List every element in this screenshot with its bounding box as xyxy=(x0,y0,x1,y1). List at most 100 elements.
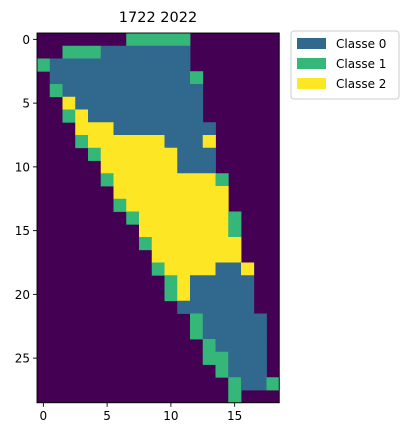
heatmap-cell xyxy=(151,109,165,123)
heatmap-cell xyxy=(113,198,127,212)
heatmap-cell xyxy=(113,186,127,200)
heatmap-cell xyxy=(75,84,89,98)
heatmap-cell xyxy=(241,339,255,353)
heatmap-cell xyxy=(62,109,76,123)
heatmap-cell xyxy=(228,339,242,353)
heatmap-cell xyxy=(190,84,204,98)
heatmap-cell xyxy=(139,186,153,200)
heatmap-cell xyxy=(266,377,280,391)
heatmap-cell xyxy=(88,45,102,59)
heatmap-cell xyxy=(177,249,191,263)
heatmap-cell xyxy=(126,147,140,161)
heatmap-cell xyxy=(113,160,127,174)
chart-title: 1722 2022 xyxy=(119,10,197,26)
heatmap-cell xyxy=(139,84,153,98)
plot-frame xyxy=(36,32,280,404)
heatmap-cell xyxy=(228,313,242,327)
heatmap-cell xyxy=(202,122,216,136)
heatmap-cell xyxy=(228,224,242,238)
heatmap-cell xyxy=(190,135,204,149)
heatmap-cell xyxy=(139,71,153,85)
heatmap-cell xyxy=(177,198,191,212)
heatmap-cell xyxy=(177,135,191,149)
heatmap-cell xyxy=(177,160,191,174)
heatmap-cell xyxy=(253,326,267,340)
heatmap-cell xyxy=(202,262,216,276)
heatmap-cell xyxy=(113,84,127,98)
heatmap-cell xyxy=(190,224,204,238)
plot-area xyxy=(37,33,280,404)
heatmap-cell xyxy=(228,249,242,263)
heatmap-cell xyxy=(139,160,153,174)
heatmap-cell xyxy=(164,275,178,289)
heatmap-cell xyxy=(177,122,191,136)
heatmap-cell xyxy=(190,109,204,123)
heatmap-cell xyxy=(164,96,178,110)
heatmap-cell xyxy=(202,186,216,200)
x-tick-label: 10 xyxy=(163,409,178,423)
heatmap-cell xyxy=(253,339,267,353)
heatmap-cell xyxy=(151,96,165,110)
heatmap-cell xyxy=(228,326,242,340)
heatmap-cell xyxy=(164,262,178,276)
heatmap-cell xyxy=(88,84,102,98)
heatmap-cell xyxy=(202,147,216,161)
heatmap-cell xyxy=(139,122,153,136)
heatmap-cell xyxy=(151,45,165,59)
heatmap-cell xyxy=(151,186,165,200)
heatmap-cell xyxy=(113,58,127,72)
heatmap-cell xyxy=(151,249,165,263)
heatmap-cell xyxy=(88,147,102,161)
heatmap-cell xyxy=(215,288,229,302)
heatmap-cell xyxy=(164,147,178,161)
heatmap-cell xyxy=(241,288,255,302)
heatmap-cell xyxy=(228,211,242,225)
heatmap-cell xyxy=(190,198,204,212)
heatmap-cell xyxy=(113,45,127,59)
heatmap-cell xyxy=(100,173,114,187)
heatmap-cell xyxy=(126,96,140,110)
heatmap-cell xyxy=(126,173,140,187)
heatmap-cell xyxy=(151,33,165,47)
heatmap-cell xyxy=(177,211,191,225)
heatmap-cell xyxy=(113,135,127,149)
heatmap-cell xyxy=(202,160,216,174)
heatmap-cell xyxy=(164,211,178,225)
heatmap-cell xyxy=(100,71,114,85)
heatmap-cell xyxy=(190,326,204,340)
heatmap-cell xyxy=(126,211,140,225)
heatmap-cell xyxy=(151,211,165,225)
heatmap-cell xyxy=(62,84,76,98)
y-tick-label: 25 xyxy=(15,352,30,366)
heatmap-cell xyxy=(151,135,165,149)
heatmap-cell xyxy=(151,71,165,85)
heatmap-cell xyxy=(215,211,229,225)
heatmap-cell xyxy=(202,249,216,263)
heatmap-cell xyxy=(126,84,140,98)
heatmap-cell xyxy=(177,45,191,59)
y-tick-label: 10 xyxy=(15,160,30,174)
heatmap-cell xyxy=(139,109,153,123)
heatmap-cell xyxy=(190,249,204,263)
heatmap-cell xyxy=(202,300,216,314)
heatmap-cell xyxy=(228,300,242,314)
heatmap-cell xyxy=(202,288,216,302)
heatmap-cell xyxy=(62,58,76,72)
heatmap-cell xyxy=(164,249,178,263)
heatmap-cell xyxy=(190,96,204,110)
heatmap-cell xyxy=(177,237,191,251)
heatmap-cell xyxy=(253,351,267,365)
heatmap-cell xyxy=(241,326,255,340)
heatmap-cell xyxy=(164,122,178,136)
heatmap-cell xyxy=(100,147,114,161)
heatmap-cell xyxy=(253,313,267,327)
heatmap-cell xyxy=(88,135,102,149)
heatmap-cell xyxy=(100,135,114,149)
heatmap-cell xyxy=(126,45,140,59)
y-axis: 0 5 10 15 20 25 xyxy=(15,33,37,366)
heatmap-cell xyxy=(113,109,127,123)
heatmap-cell xyxy=(151,122,165,136)
heatmap-cell xyxy=(241,377,255,391)
heatmap-cell xyxy=(151,173,165,187)
heatmap-cell xyxy=(215,300,229,314)
